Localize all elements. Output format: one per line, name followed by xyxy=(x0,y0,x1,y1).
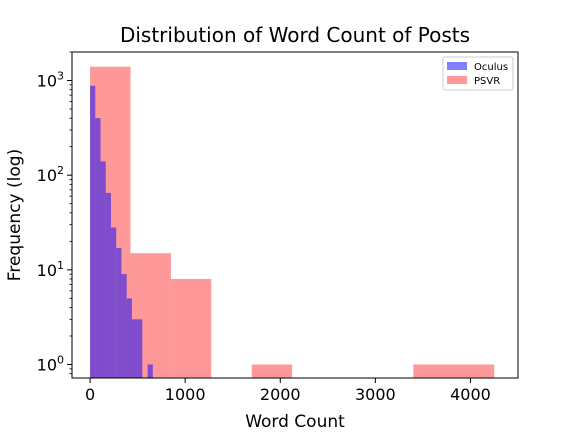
y-axis-label: Frequency (log) xyxy=(5,149,25,281)
legend-label-oculus: Oculus xyxy=(474,62,508,73)
bar-oculus-5 xyxy=(116,248,122,378)
x-tick-label: 0 xyxy=(85,385,95,404)
bar-oculus-1 xyxy=(95,118,101,378)
legend-swatch-oculus xyxy=(447,62,467,70)
bar-oculus-2 xyxy=(100,161,106,378)
bar-oculus-3 xyxy=(105,192,111,378)
x-tick-label: 3000 xyxy=(355,385,396,404)
x-axis-label: Word Count xyxy=(245,412,345,432)
legend-label-psvr: PSVR xyxy=(474,76,500,87)
bar-psvr-2 xyxy=(170,279,212,378)
bar-oculus-10 xyxy=(147,364,153,378)
bar-oculus-8 xyxy=(131,319,138,378)
chart-title: Distribution of Word Count of Posts xyxy=(120,23,470,47)
x-tick-label: 2000 xyxy=(260,385,301,404)
bar-psvr-3 xyxy=(251,364,293,378)
y-tick-label: 103 xyxy=(37,69,64,90)
bars-layer xyxy=(90,66,495,378)
x-axis: 0 1000 2000 3000 4000 xyxy=(85,378,491,404)
bar-oculus-0 xyxy=(90,85,96,378)
y-tick-label: 101 xyxy=(37,259,64,280)
y-tick-label: 100 xyxy=(37,353,64,374)
y-tick-label: 102 xyxy=(37,164,64,185)
plot-frame xyxy=(71,51,519,379)
bar-psvr-4 xyxy=(413,364,495,378)
x-tick-label: 1000 xyxy=(165,385,206,404)
legend-swatch-psvr xyxy=(447,76,467,84)
y-axis: 100 101 102 103 xyxy=(37,51,72,374)
bar-oculus-9 xyxy=(137,319,143,378)
bar-oculus-4 xyxy=(110,227,117,378)
legend: Oculus PSVR xyxy=(442,56,514,91)
bar-oculus-7 xyxy=(126,298,132,378)
x-tick-label: 4000 xyxy=(450,385,491,404)
bar-oculus-6 xyxy=(121,274,127,378)
